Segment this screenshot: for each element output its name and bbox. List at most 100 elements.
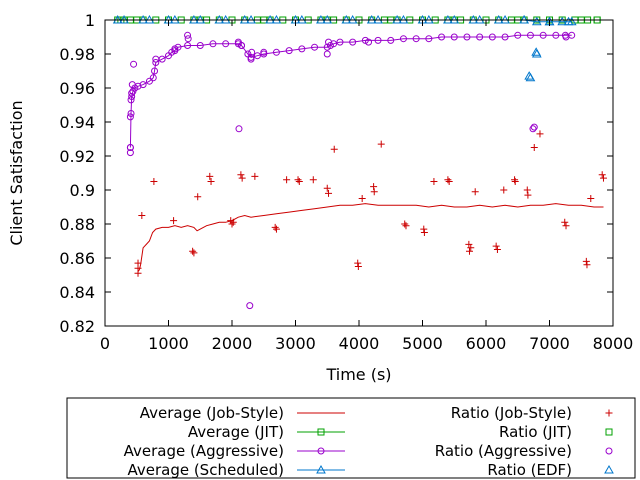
line-point-average-aggressive: [374, 36, 382, 44]
data-point-ratio-job-style: [420, 225, 428, 233]
line-point-average-aggressive: [349, 38, 357, 46]
data-point-ratio-job-style: [134, 259, 142, 267]
data-point-ratio-aggressive: [246, 302, 254, 310]
data-point-ratio-job-style: [272, 225, 280, 233]
data-point-ratio-edf: [531, 48, 542, 58]
data-point-ratio-aggressive: [247, 55, 255, 63]
series-line-average-job-style: [137, 203, 604, 272]
data-point-ratio-job-style: [194, 193, 202, 201]
line-point-average-aggressive: [196, 42, 204, 49]
data-point-ratio-job-style: [561, 218, 569, 226]
line-point-average-aggressive: [298, 45, 306, 53]
legend-item-ratio-edf: Ratio (EDF): [487, 461, 614, 479]
x-tick-label: 0: [100, 334, 110, 353]
data-point-ratio-job-style: [206, 172, 214, 180]
data-point-ratio-job-style: [511, 178, 519, 185]
data-point-ratio-job-style: [583, 261, 591, 269]
x-tick-label: 1000: [148, 334, 189, 353]
series-ratio-aggressive: [126, 31, 570, 310]
x-tick-label: 3000: [275, 334, 316, 353]
axes-layer: 0 1000 2000 3000 4000 5000 6000 7000 8000 0.82 0.8…: [59, 11, 633, 353]
line-point-average-aggressive: [425, 35, 433, 43]
data-point-ratio-job-style: [465, 247, 473, 255]
data-point-ratio-job-style: [325, 189, 333, 197]
legend-swatch-marker: [317, 428, 325, 436]
data-point-ratio-job-style: [524, 191, 532, 199]
line-point-average-aggressive: [253, 52, 261, 60]
data-point-ratio-aggressive: [325, 38, 333, 46]
legend-label: Average (JIT): [188, 423, 284, 441]
data-point-ratio-job-style: [444, 176, 452, 184]
line-point-average-aggressive: [526, 31, 534, 39]
legend-swatch-marker: [605, 409, 613, 417]
line-point-average-aggressive: [438, 33, 446, 41]
data-point-ratio-job-style: [309, 176, 317, 184]
data-point-ratio-job-style: [295, 178, 303, 185]
legend-item-average-scheduled: Average (Scheduled): [127, 461, 345, 479]
data-point-ratio-aggressive: [128, 89, 136, 97]
line-point-average-aggressive: [412, 35, 420, 43]
y-tick-label: 1: [85, 11, 95, 30]
legend-label: Average (Job-Style): [140, 404, 284, 422]
data-point-ratio-aggressive: [184, 31, 192, 39]
data-point-ratio-job-style: [294, 176, 302, 184]
data-point-ratio-aggressive: [238, 42, 246, 49]
y-tick-label: 0.92: [59, 147, 95, 166]
data-point-ratio-aggressive: [365, 38, 373, 46]
data-point-ratio-aggressive: [184, 35, 192, 43]
legend-label: Average (Scheduled): [127, 461, 284, 479]
data-point-ratio-aggressive: [130, 60, 138, 68]
line-point-average-aggressive: [151, 67, 159, 75]
line-point-average-aggressive: [488, 33, 496, 41]
data-point-ratio-aggressive: [126, 113, 134, 121]
data-point-ratio-job-style: [493, 246, 501, 253]
x-axis-label: Time (s): [325, 365, 391, 384]
data-point-ratio-job-style: [207, 178, 215, 185]
legend-swatch-marker: [605, 447, 613, 455]
data-point-ratio-aggressive: [323, 50, 331, 58]
legend-swatch-marker: [316, 464, 326, 474]
x-tick-label: 7000: [529, 334, 570, 353]
line-point-average-aggressive: [501, 33, 509, 41]
data-point-ratio-job-style: [251, 172, 259, 180]
data-point-ratio-job-style: [420, 229, 428, 236]
line-point-average-aggressive: [399, 35, 407, 43]
y-tick-label: 0.82: [59, 317, 95, 336]
x-tick-label: 5000: [402, 334, 443, 353]
line-point-average-aggressive: [450, 33, 458, 41]
x-tick-label: 8000: [593, 334, 634, 353]
line-point-average-aggressive: [222, 40, 230, 48]
line-point-average-aggressive: [209, 40, 217, 48]
data-point-ratio-aggressive: [171, 45, 179, 53]
y-tick-label: 0.9: [70, 181, 95, 200]
legend-label: Ratio (EDF): [487, 461, 572, 479]
data-point-ratio-job-style: [237, 171, 245, 179]
legend-item-ratio-jit: Ratio (JIT): [499, 423, 613, 441]
data-point-ratio-job-style: [358, 195, 366, 202]
data-point-ratio-aggressive: [152, 55, 160, 63]
legend-label: Ratio (Aggressive): [435, 442, 572, 460]
data-point-ratio-job-style: [536, 130, 544, 138]
line-point-average-aggressive: [463, 33, 471, 41]
data-point-ratio-job-style: [271, 223, 279, 231]
line-point-average-aggressive: [514, 31, 522, 39]
data-point-ratio-edf: [563, 16, 574, 26]
data-point-ratio-aggressive: [235, 125, 243, 133]
y-axis-label: Client Satisfaction: [7, 100, 26, 245]
data-point-ratio-job-style: [323, 184, 331, 192]
data-point-ratio-job-style: [370, 183, 378, 191]
data-point-ratio-job-style: [370, 188, 378, 196]
data-point-ratio-job-style: [377, 140, 385, 148]
series-ratio-job-style: [134, 130, 607, 277]
legend-swatch-marker: [604, 464, 614, 474]
data-point-ratio-job-style: [587, 195, 595, 202]
data-point-ratio-job-style: [283, 176, 291, 184]
data-point-ratio-job-style: [330, 145, 338, 153]
line-point-average-aggressive: [552, 31, 560, 39]
data-point-ratio-job-style: [500, 186, 508, 194]
data-point-ratio-aggressive: [128, 81, 136, 89]
data-point-ratio-job-style: [471, 188, 479, 196]
data-point-ratio-job-style: [523, 186, 531, 194]
